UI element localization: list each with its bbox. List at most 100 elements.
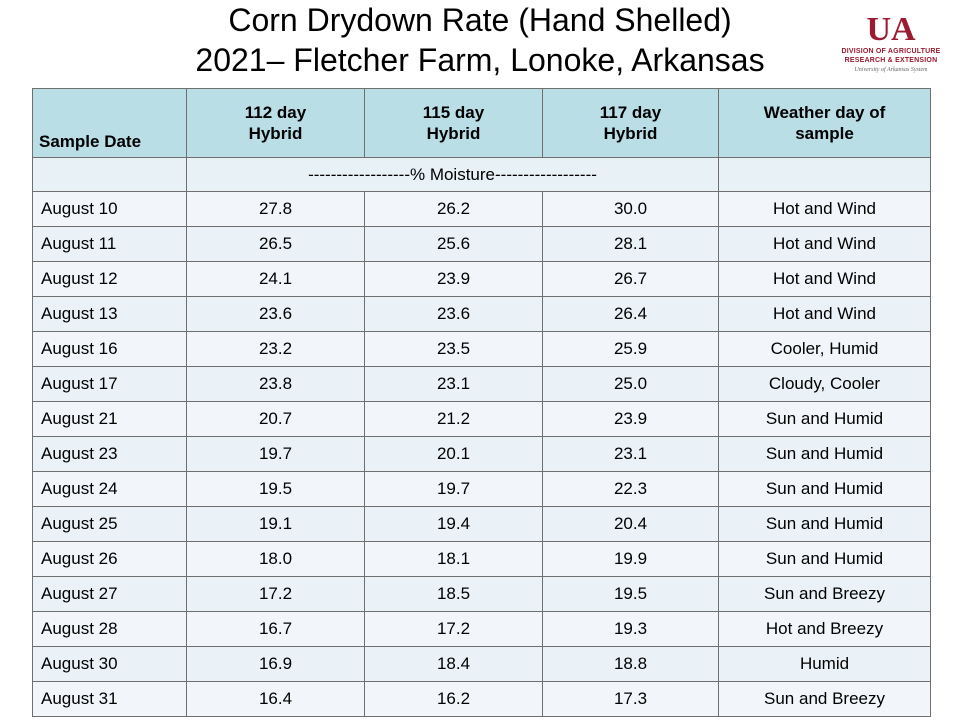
cell-weather: Humid (718, 646, 931, 682)
table-row: August 17 23.8 23.1 25.0 Cloudy, Cooler (32, 366, 931, 402)
cell-weather: Cloudy, Cooler (718, 366, 931, 402)
cell-sample-date: August 23 (32, 436, 187, 472)
cell-112-day-moisture: 27.8 (186, 191, 365, 227)
table-row: August 26 18.0 18.1 19.9 Sun and Humid (32, 541, 931, 577)
drydown-table: Sample Date 112 day Hybrid 115 day Hybri… (32, 88, 931, 717)
table-row: August 27 17.2 18.5 19.5 Sun and Breezy (32, 576, 931, 612)
cell-sample-date: August 13 (32, 296, 187, 332)
cell-115-day-moisture: 18.1 (364, 541, 543, 577)
page-subtitle: 2021– Fletcher Farm, Lonoke, Arkansas (195, 42, 765, 78)
cell-weather: Sun and Humid (718, 541, 931, 577)
cell-117-day-moisture: 17.3 (542, 681, 719, 717)
cell-115-day-moisture: 16.2 (364, 681, 543, 717)
cell-115-day-moisture: 21.2 (364, 401, 543, 437)
cell-weather: Sun and Breezy (718, 576, 931, 612)
cell-weather: Hot and Wind (718, 261, 931, 297)
header-115-line1: 115 day (422, 103, 485, 122)
cell-112-day-moisture: 23.6 (186, 296, 365, 332)
header-112-line2: Hybrid (248, 124, 303, 143)
cell-weather: Cooler, Humid (718, 331, 931, 367)
header-112-line1: 112 day (244, 103, 307, 122)
cell-112-day-moisture: 24.1 (186, 261, 365, 297)
cell-115-day-moisture: 23.9 (364, 261, 543, 297)
cell-sample-date: August 26 (32, 541, 187, 577)
cell-sample-date: August 21 (32, 401, 187, 437)
table-row: August 31 16.4 16.2 17.3 Sun and Breezy (32, 681, 931, 717)
logo-mark-text: UA (866, 11, 916, 46)
cell-sample-date: August 31 (32, 681, 187, 717)
table-header-row: Sample Date 112 day Hybrid 115 day Hybri… (32, 88, 931, 158)
cell-117-day-moisture: 23.1 (542, 436, 719, 472)
cell-117-day-moisture: 22.3 (542, 471, 719, 507)
cell-sample-date: August 11 (32, 226, 187, 262)
cell-112-day-moisture: 23.8 (186, 366, 365, 402)
cell-weather: Hot and Breezy (718, 611, 931, 647)
unit-row: ------------------% Moisture------------… (32, 157, 931, 192)
header-112-day: 112 day Hybrid (186, 88, 365, 158)
cell-112-day-moisture: 16.7 (186, 611, 365, 647)
header-weather-line2: sample (795, 124, 854, 143)
table-row: August 28 16.7 17.2 19.3 Hot and Breezy (32, 611, 931, 647)
cell-sample-date: August 28 (32, 611, 187, 647)
cell-115-day-moisture: 20.1 (364, 436, 543, 472)
cell-112-day-moisture: 18.0 (186, 541, 365, 577)
cell-112-day-moisture: 19.7 (186, 436, 365, 472)
cell-weather: Sun and Breezy (718, 681, 931, 717)
cell-sample-date: August 25 (32, 506, 187, 542)
cell-sample-date: August 30 (32, 646, 187, 682)
cell-117-day-moisture: 25.0 (542, 366, 719, 402)
logo-line-division: DIVISION OF AGRICULTURE (841, 48, 941, 55)
cell-115-day-moisture: 23.5 (364, 331, 543, 367)
cell-sample-date: August 24 (32, 471, 187, 507)
cell-115-day-moisture: 26.2 (364, 191, 543, 227)
cell-112-day-moisture: 23.2 (186, 331, 365, 367)
header-sample-date: Sample Date (32, 88, 187, 158)
cell-112-day-moisture: 16.9 (186, 646, 365, 682)
header-weather-line1: Weather day of (763, 103, 886, 122)
cell-112-day-moisture: 19.1 (186, 506, 365, 542)
cell-117-day-moisture: 26.4 (542, 296, 719, 332)
cell-115-day-moisture: 17.2 (364, 611, 543, 647)
cell-117-day-moisture: 19.9 (542, 541, 719, 577)
logo-line-research: RESEARCH & EXTENSION (844, 57, 938, 64)
cell-117-day-moisture: 23.9 (542, 401, 719, 437)
cell-115-day-moisture: 18.5 (364, 576, 543, 612)
cell-117-day-moisture: 20.4 (542, 506, 719, 542)
cell-weather: Hot and Wind (718, 296, 931, 332)
page-title: Corn Drydown Rate (Hand Shelled) (228, 2, 732, 38)
table-row: August 12 24.1 23.9 26.7 Hot and Wind (32, 261, 931, 297)
cell-112-day-moisture: 20.7 (186, 401, 365, 437)
cell-115-day-moisture: 19.4 (364, 506, 543, 542)
table-row: August 11 26.5 25.6 28.1 Hot and Wind (32, 226, 931, 262)
table-row: August 23 19.7 20.1 23.1 Sun and Humid (32, 436, 931, 472)
cell-sample-date: August 16 (32, 331, 187, 367)
cell-117-day-moisture: 19.3 (542, 611, 719, 647)
table-row: August 10 27.8 26.2 30.0 Hot and Wind (32, 191, 931, 227)
title-block: Corn Drydown Rate (Hand Shelled) 2021– F… (90, 0, 870, 80)
cell-weather: Sun and Humid (718, 436, 931, 472)
cell-117-day-moisture: 25.9 (542, 331, 719, 367)
cell-weather: Hot and Wind (718, 226, 931, 262)
table-row: August 13 23.6 23.6 26.4 Hot and Wind (32, 296, 931, 332)
university-logo: UA DIVISION OF AGRICULTURE RESEARCH & EX… (830, 8, 952, 78)
ua-logo-icon: UA (866, 11, 916, 46)
moisture-unit-label: ------------------% Moisture------------… (186, 157, 719, 192)
header-117-line1: 117 day (599, 103, 662, 122)
cell-112-day-moisture: 26.5 (186, 226, 365, 262)
header-weather: Weather day of sample (718, 88, 931, 158)
cell-117-day-moisture: 26.7 (542, 261, 719, 297)
cell-117-day-moisture: 28.1 (542, 226, 719, 262)
table-row: August 21 20.7 21.2 23.9 Sun and Humid (32, 401, 931, 437)
logo-line-system: University of Arkansas System (854, 67, 928, 73)
header-117-day: 117 day Hybrid (542, 88, 719, 158)
cell-sample-date: August 12 (32, 261, 187, 297)
cell-sample-date: August 27 (32, 576, 187, 612)
cell-weather: Sun and Humid (718, 506, 931, 542)
header-115-line2: Hybrid (426, 124, 481, 143)
cell-112-day-moisture: 19.5 (186, 471, 365, 507)
cell-sample-date: August 17 (32, 366, 187, 402)
cell-112-day-moisture: 17.2 (186, 576, 365, 612)
cell-115-day-moisture: 25.6 (364, 226, 543, 262)
cell-117-day-moisture: 19.5 (542, 576, 719, 612)
cell-117-day-moisture: 30.0 (542, 191, 719, 227)
